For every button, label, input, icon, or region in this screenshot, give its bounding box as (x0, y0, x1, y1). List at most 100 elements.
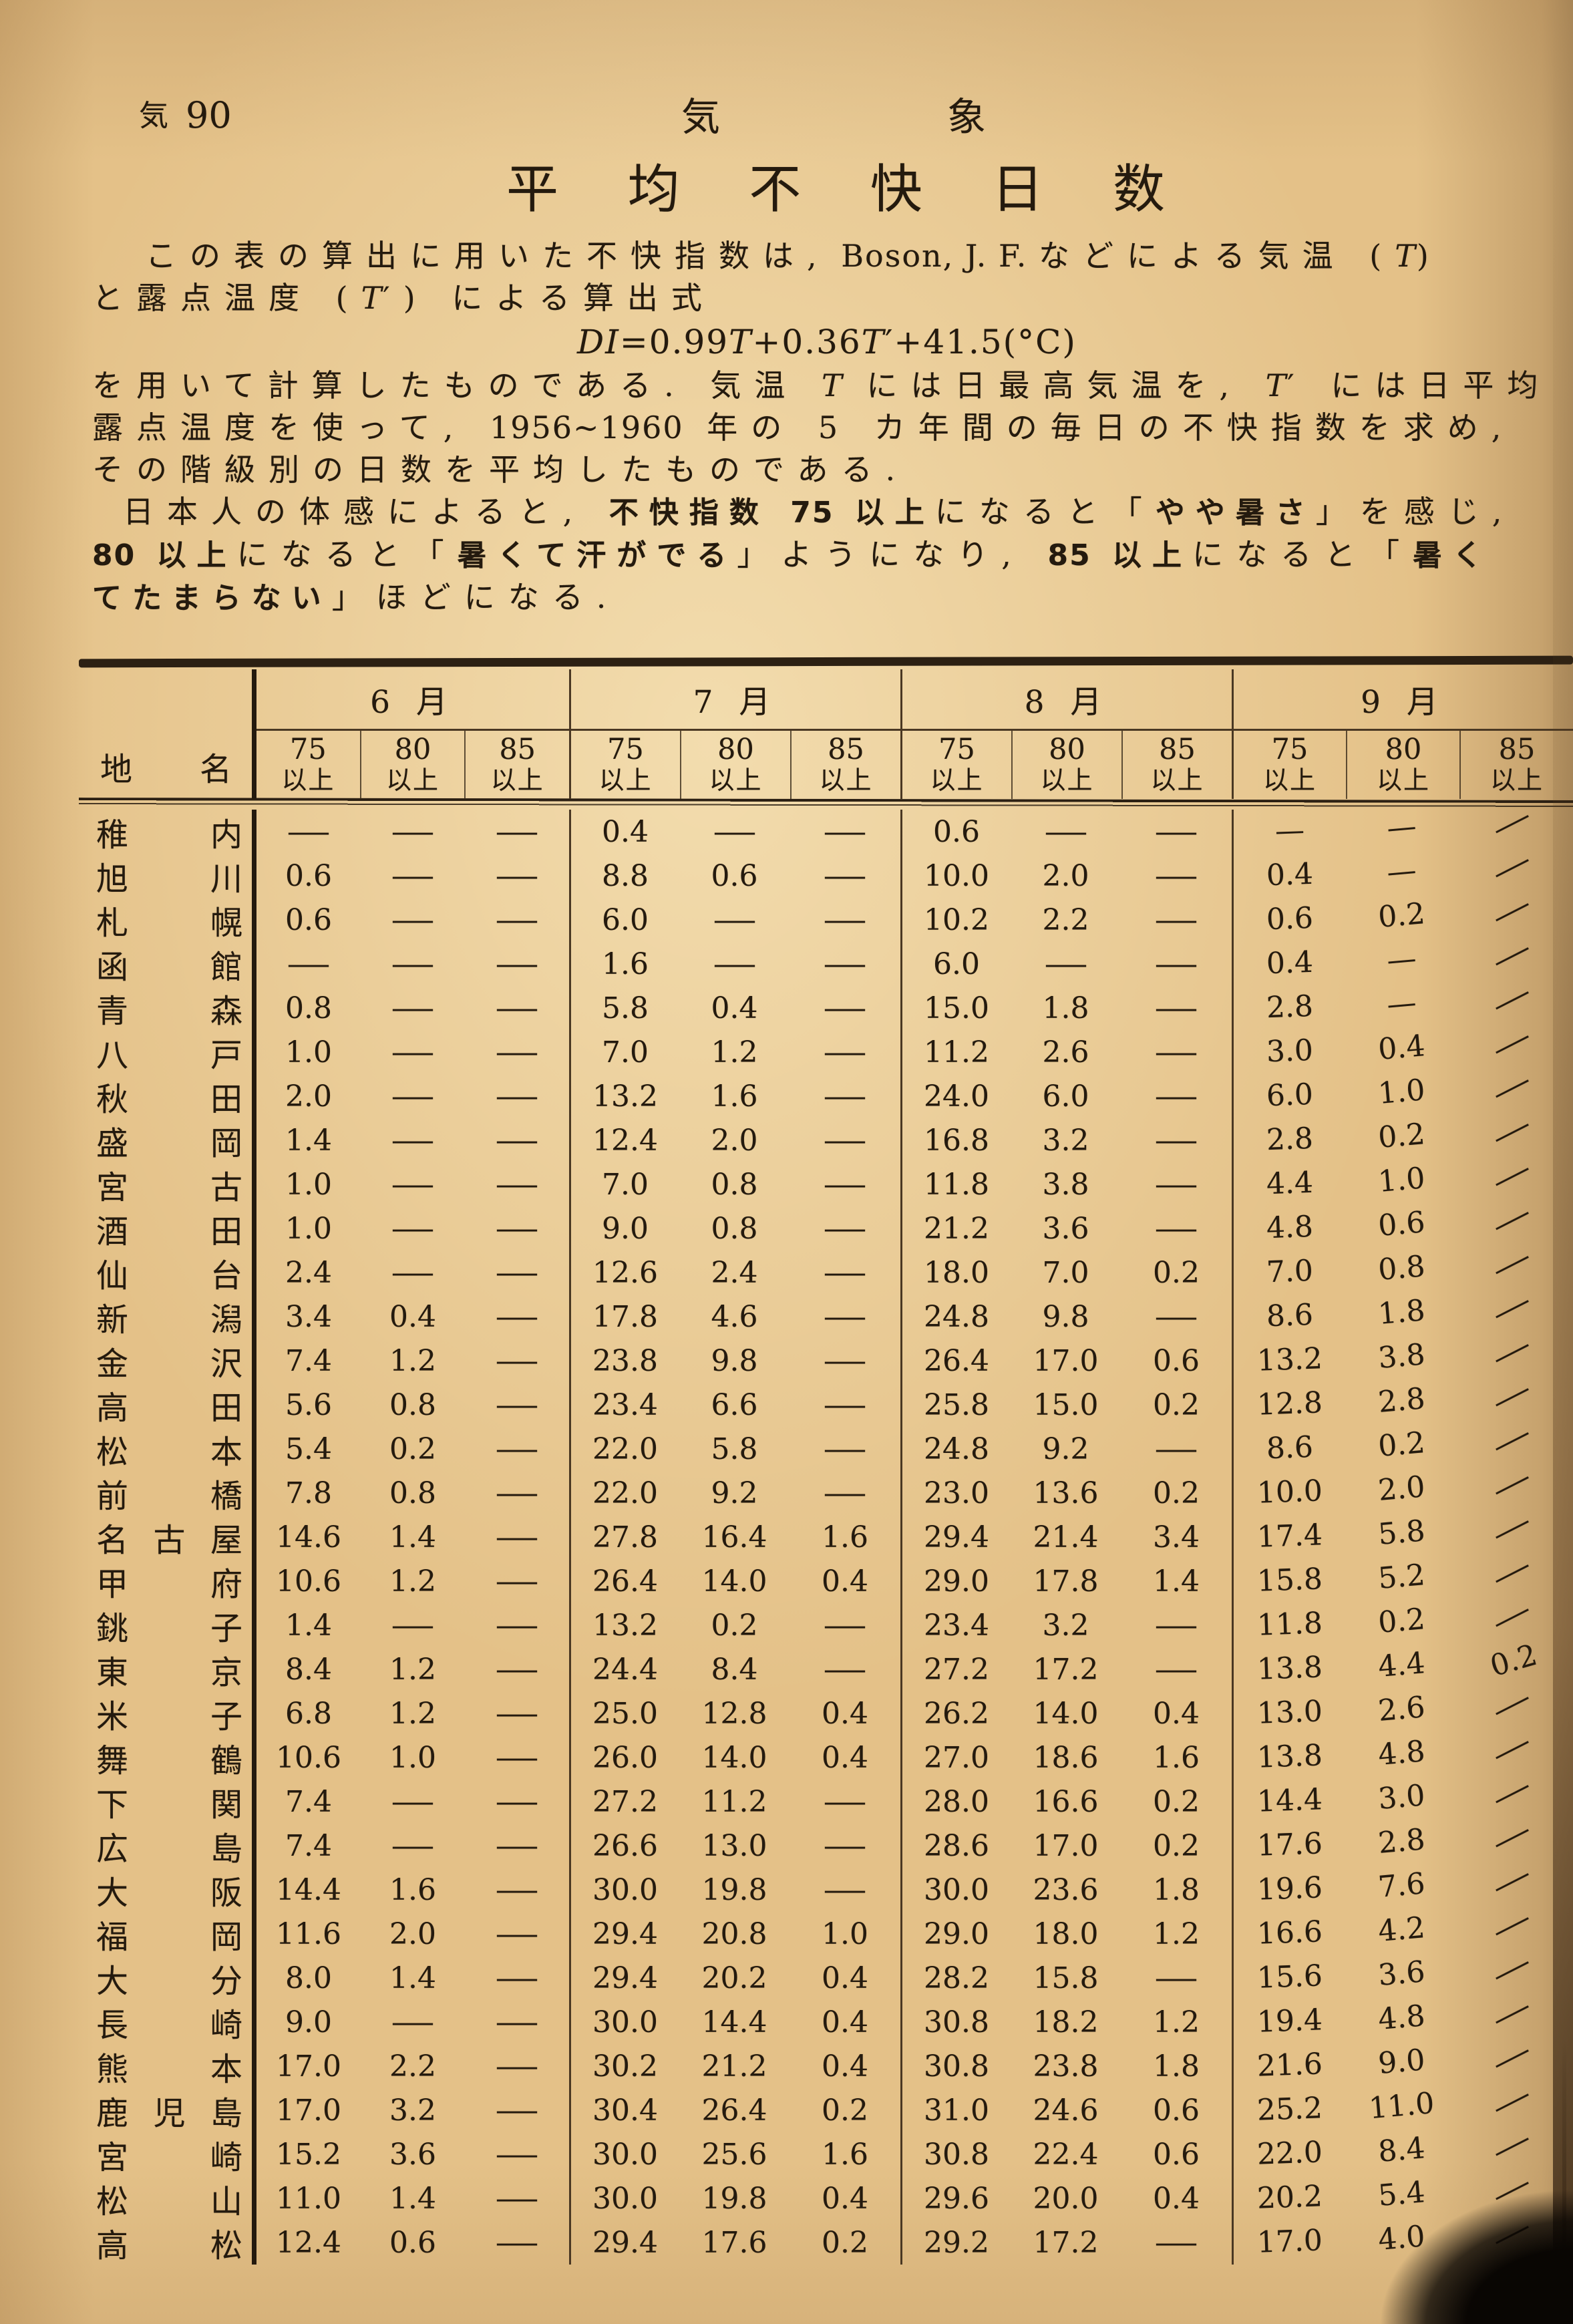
value-cell: 11.2 (679, 1780, 790, 1824)
value-cell: — (465, 1868, 569, 1912)
no-data-dash: — (823, 1608, 867, 1643)
day-count-value: 1.6 (1153, 1740, 1200, 1775)
month-group-header: 9 月 75 以上 80 以上 85 以上 (1232, 669, 1573, 799)
value-cell: — (361, 986, 465, 1030)
value-cell: 0.4 (1121, 1691, 1232, 1735)
city-name-char: 島 (210, 1830, 242, 1868)
value-cell: 9.8 (679, 1339, 790, 1383)
day-count-value: 14.6 (276, 1520, 341, 1554)
day-count-value: 8.4 (285, 1652, 332, 1687)
value-cell: 3.2 (1011, 1603, 1121, 1647)
day-count-value: 30.0 (592, 2181, 658, 2216)
value-cell: 2.8 (1345, 1822, 1459, 1868)
value-cell: 5.6 (256, 1383, 361, 1427)
value-cell: 28.2 (900, 1956, 1011, 2000)
no-data-dash: — (1154, 1079, 1198, 1114)
no-data-dash: — (287, 814, 331, 849)
value-cell: 0.2 (1121, 1780, 1232, 1824)
day-count-value: 0.6 (389, 2225, 436, 2260)
day-count-value: 16.6 (1256, 1914, 1323, 1951)
city-name-cell: 大分 (94, 1956, 256, 2000)
intro-text-segment: 1956~1960 (489, 409, 684, 446)
value-cell: 4.8 (1232, 1206, 1345, 1251)
day-count-value: 11.8 (924, 1167, 989, 1202)
city-name-char: 古 (153, 1522, 186, 1559)
value-cell: — (790, 1603, 900, 1647)
city-name-cell: 福岡 (94, 1912, 256, 1956)
value-cell: 0.8 (256, 986, 361, 1030)
value-cell: 1.2 (1121, 1912, 1232, 1956)
value-cell: 0.8 (679, 1206, 790, 1251)
day-count-value: 8.4 (711, 1652, 758, 1687)
value-cell: 17.4 (1232, 1515, 1345, 1559)
day-count-value: 24.8 (924, 1432, 989, 1466)
threshold-subheader-row: 75 以上 80 以上 85 以上 (1234, 731, 1573, 799)
value-cell: 0.8 (1345, 1249, 1459, 1295)
city-name-char: 沢 (210, 1345, 242, 1383)
day-count-value: 9.8 (1042, 1299, 1089, 1334)
city-name-char: 森 (210, 993, 242, 1030)
value-cell: 3.4 (1121, 1515, 1232, 1559)
value-cell: 0.6 (256, 898, 361, 942)
day-count-value: 26.2 (924, 1696, 989, 1731)
value-cell: 0.2 (1121, 1251, 1232, 1295)
value-cell: 0.4 (1121, 2176, 1232, 2220)
day-count-value: 18.0 (1033, 1917, 1099, 1951)
table-header: 地 名 6 月 75 以上 80 以上 85 以上 7 月 75 以上 80 以上 85 以上 8 月 75 以… (94, 669, 1573, 799)
day-count-value: 3.4 (285, 1299, 332, 1334)
intro-text-segment: T (822, 367, 844, 403)
day-count-value: 2.8 (1265, 1121, 1314, 1157)
no-data-dash: — (391, 1167, 435, 1202)
value-cell: 13.2 (569, 1603, 679, 1647)
value-cell: 6.0 (569, 898, 679, 942)
title-char: 数 (1112, 160, 1165, 220)
day-count-value: 3.6 (1377, 1954, 1427, 1993)
value-cell: — (465, 2044, 569, 2088)
day-count-value: 9.0 (285, 2005, 332, 2039)
value-cell: 0.6 (1121, 2088, 1232, 2132)
day-count-value: 1.4 (389, 2181, 436, 2216)
day-count-value: 2.8 (1377, 1381, 1427, 1420)
table-row: 鹿児島 17.0 3.2 — 30.4 26.4 0.2 31.0 24.6 0.6 25.2 11.… (94, 2077, 1573, 2132)
day-count-value: 2.6 (1377, 1689, 1427, 1728)
city-name-char: 川 (210, 860, 242, 898)
value-cell: 0.4 (790, 2176, 900, 2220)
value-cell: — (1345, 985, 1459, 1030)
day-count-value: 0.2 (822, 2093, 868, 2128)
city-name-cell: 下関 (94, 1780, 256, 1824)
value-cell: 1.6 (790, 2132, 900, 2176)
value-cell: — (790, 1868, 900, 1912)
value-cell: — (1121, 1030, 1232, 1074)
no-data-dash: — (495, 1520, 539, 1554)
value-cell: 8.6 (1232, 1427, 1345, 1471)
day-count-value: 26.0 (592, 1740, 658, 1775)
city-name-cell: 舞鶴 (94, 1735, 256, 1780)
value-cell: 0.4 (1345, 1029, 1459, 1074)
day-count-value: 1.6 (822, 1520, 868, 1554)
threshold-header-cell: 80 以上 (359, 731, 465, 799)
day-count-value: 20.8 (701, 1917, 767, 1951)
threshold-subheader-row: 75 以上 80 以上 85 以上 (902, 731, 1232, 799)
intro-text-segment: 暑く (1413, 538, 1494, 572)
intro-text-segment: +0.36 (752, 323, 862, 361)
intro-line: 80 以上になると「暑くて汗がでる」ようになり, 85 以上になると「暑く (92, 534, 1562, 576)
day-count-value: 0.4 (1153, 2181, 1200, 2216)
city-name-char: 京 (210, 1654, 242, 1691)
value-cell: 5.4 (256, 1427, 361, 1471)
value-cell: — (790, 854, 900, 898)
day-count-value: 1.0 (822, 1917, 868, 1951)
value-cell: 30.8 (900, 2132, 1011, 2176)
value-cell: 13.2 (569, 1074, 679, 1118)
intro-text-segment: T (1265, 367, 1288, 403)
value-cell: 0.4 (1232, 942, 1345, 986)
city-name-char: 広 (96, 1830, 129, 1868)
day-count-value: 17.0 (1033, 1828, 1099, 1863)
threshold-header-cell: 85 以上 (464, 731, 569, 799)
day-count-value: 7.0 (602, 1035, 649, 1069)
value-cell: 2.8 (1232, 1118, 1345, 1162)
day-count-value: 15.6 (1256, 1958, 1323, 1995)
intro-text-segment: T (729, 323, 753, 361)
day-count-value: 26.6 (592, 1828, 658, 1863)
day-count-value: 0.4 (711, 991, 758, 1025)
